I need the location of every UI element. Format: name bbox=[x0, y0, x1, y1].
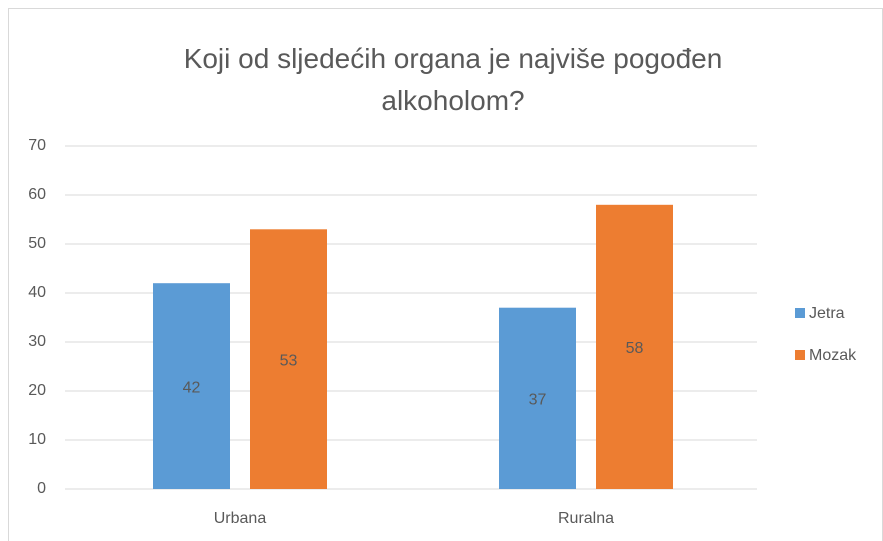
y-tick-label: 70 bbox=[28, 137, 46, 154]
bar bbox=[250, 229, 327, 490]
bar bbox=[499, 307, 576, 489]
y-tick-label: 10 bbox=[28, 431, 46, 448]
y-tick-label: 40 bbox=[28, 284, 46, 301]
data-label: 58 bbox=[626, 340, 644, 357]
x-tick-label: Ruralna bbox=[558, 510, 614, 527]
y-tick-label: 30 bbox=[28, 333, 46, 350]
legend-swatch bbox=[795, 350, 805, 360]
legend-swatch bbox=[795, 308, 805, 318]
bar bbox=[596, 204, 673, 490]
bar bbox=[153, 283, 230, 489]
legend-label: Jetra bbox=[809, 305, 845, 322]
y-tick-label: 0 bbox=[37, 480, 46, 497]
legend-label: Mozak bbox=[809, 347, 857, 364]
y-tick-label: 60 bbox=[28, 186, 46, 203]
chart-title: Koji od sljedećih organa je najviše pogo… bbox=[183, 43, 723, 116]
y-tick-label: 50 bbox=[28, 235, 46, 252]
data-label: 37 bbox=[529, 392, 547, 409]
data-label: 53 bbox=[280, 352, 298, 369]
data-label: 42 bbox=[183, 379, 201, 396]
y-tick-label: 20 bbox=[28, 382, 46, 399]
x-tick-label: Urbana bbox=[214, 510, 267, 527]
